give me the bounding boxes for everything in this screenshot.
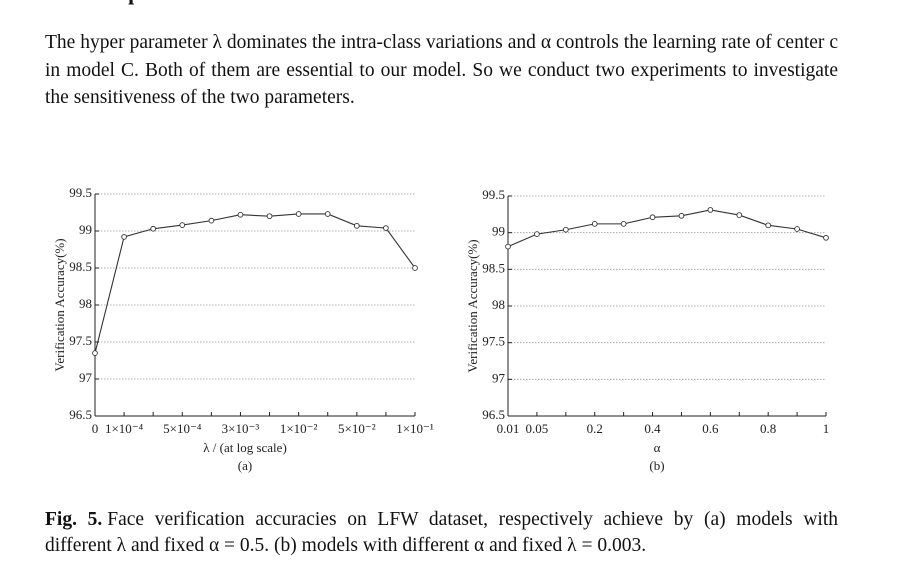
x-tick-label: 0 xyxy=(92,421,99,436)
data-point xyxy=(591,221,598,227)
x-axis-label: α xyxy=(654,440,661,455)
y-tick-label: 99.5 xyxy=(482,187,505,202)
data-point xyxy=(150,225,157,232)
section-heading: 4.2 Experiments on the Parameter λ and α xyxy=(45,0,466,6)
data-point xyxy=(324,211,331,217)
data-point xyxy=(412,265,418,271)
y-tick-label: 98 xyxy=(79,296,92,311)
panel-label: (a) xyxy=(238,458,252,473)
x-tick-label: 1×10⁻¹ xyxy=(396,421,434,436)
y-tick-label: 98 xyxy=(492,297,505,312)
y-tick-label: 98.5 xyxy=(69,259,92,274)
data-point xyxy=(678,212,685,219)
data-point xyxy=(92,350,98,356)
x-tick-label: 5×10⁻² xyxy=(338,421,376,436)
x-tick-label: 0.8 xyxy=(760,421,776,436)
caption-label: Fig. 5. xyxy=(45,509,103,530)
data-point xyxy=(823,234,829,241)
section-title: Experiments on the Parameter λ and α xyxy=(103,0,467,5)
data-point xyxy=(179,222,186,228)
x-tick-label: 1×10⁻⁴ xyxy=(105,421,144,436)
y-axis-label: Verification Accuracy(%) xyxy=(465,239,480,372)
y-tick-label: 96.5 xyxy=(69,407,92,422)
x-axis-label: λ / (at log scale) xyxy=(203,440,287,455)
data-point xyxy=(620,221,627,227)
y-tick-label: 99.5 xyxy=(69,185,92,200)
data-point xyxy=(208,217,215,224)
x-tick-label: 0.05 xyxy=(526,421,549,436)
x-tick-label: 3×10⁻³ xyxy=(222,421,260,436)
x-tick-label: 1×10⁻² xyxy=(280,421,318,436)
series-line xyxy=(94,213,416,354)
x-tick-label: 0.2 xyxy=(587,421,603,436)
caption-text: Face verification accuracies on LFW data… xyxy=(45,509,838,556)
data-point xyxy=(794,226,800,232)
data-point xyxy=(266,213,273,220)
figure-caption: Fig. 5. Face verification accuracies on L… xyxy=(45,507,838,559)
x-tick-label: 0.01 xyxy=(497,421,520,436)
data-point xyxy=(505,243,511,250)
y-tick-label: 99 xyxy=(79,222,92,237)
panel-label: (b) xyxy=(649,458,664,473)
data-point xyxy=(353,222,360,229)
x-tick-label: 5×10⁻⁴ xyxy=(163,421,202,436)
x-tick-label: 1 xyxy=(823,421,830,436)
y-tick-label: 97.5 xyxy=(69,333,92,348)
data-point xyxy=(383,225,389,231)
data-point xyxy=(534,231,540,237)
data-point xyxy=(562,226,569,233)
series-line xyxy=(507,209,827,248)
y-tick-label: 97 xyxy=(79,370,93,385)
y-tick-label: 96.5 xyxy=(482,407,505,422)
y-axis-label: Verification Accuracy(%) xyxy=(52,238,67,371)
data-point xyxy=(707,207,714,213)
y-tick-label: 99 xyxy=(492,224,505,239)
y-tick-label: 97.5 xyxy=(482,334,505,349)
data-point xyxy=(649,214,656,221)
data-point xyxy=(121,234,127,240)
y-tick-label: 97 xyxy=(492,370,506,385)
y-tick-label: 98.5 xyxy=(482,260,505,275)
x-tick-label: 0.4 xyxy=(644,421,661,436)
data-point xyxy=(295,211,302,217)
paragraph: The hyper parameter λ dominates the intr… xyxy=(45,32,838,108)
data-point xyxy=(736,212,743,218)
data-point xyxy=(237,211,244,218)
x-tick-label: 0.6 xyxy=(702,421,719,436)
section-number: 4.2 xyxy=(45,0,73,5)
data-point xyxy=(765,222,772,229)
